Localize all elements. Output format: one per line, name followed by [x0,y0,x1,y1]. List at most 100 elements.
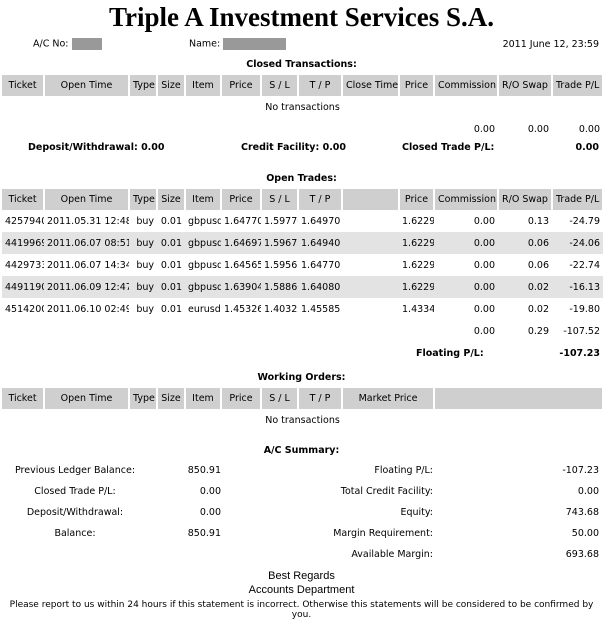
closed-total-commission: 0.00 [473,123,495,135]
column-header: Price [221,189,262,210]
cell: 0.01 [157,232,185,254]
cell: 4491190 [2,276,44,298]
cell: 0.01 [160,303,182,315]
summary-label: Available Margin: [351,549,433,560]
summary-label: Margin Requirement: [333,528,433,539]
cell: 1.64940 [298,232,342,254]
column-header: Price [221,75,262,96]
cell: 4429733 [5,259,44,271]
cell: buy [136,215,154,227]
credit-facility: Credit Facility: 0.00 [241,142,347,153]
column-header: S / L [261,388,299,409]
cell: 1.43346 [402,303,434,315]
accounts-department: Accounts Department [248,584,355,596]
cell: -24.06 [552,232,603,254]
best-regards: Best Regards [268,570,335,582]
column-header: Item [185,75,222,96]
cell: 1.64565 [224,259,261,271]
cell: buy [136,303,154,315]
cell: 0.01 [157,276,185,298]
cell: 2011.06.07 08:51 [44,232,129,254]
cell: 1.63904 [221,276,261,298]
summary-label: Floating P/L: [374,465,433,476]
cell: 4514200 [5,303,44,315]
cell: 0.01 [160,215,182,227]
summary-value: 850.91 [187,528,221,539]
floating-pl-label: Floating P/L: [416,347,484,359]
table-row: 4257940 2011.05.31 12:48 buy 0.01 gbpusd 1.64… [2,210,603,232]
cell [342,254,399,276]
column-header: Trade P/L [552,189,603,210]
column-header: Close Time [342,75,400,96]
summary-value: -107.23 [562,465,599,476]
cell: 1.64770 [224,215,261,227]
cell: 1.62291 [402,259,434,271]
cell: 0.06 [527,259,549,271]
closed-pl-label: Closed Trade P/L: [402,142,495,153]
table-row: 4429733 2011.06.07 14:34 buy 0.01 gbpusd 1.64… [2,254,603,276]
cell: 1.62291 [399,276,434,298]
working-heading: Working Orders: [257,372,346,383]
cell: eurusd [188,303,221,315]
column-header: Size [157,189,186,210]
cell [342,232,399,254]
column-header: S / L [261,189,299,210]
column-header: Ticket [2,388,45,409]
column-header: T / P [298,189,343,210]
column-header: T / P [298,75,343,96]
cell: 0.13 [527,215,549,227]
column-header: Size [157,75,186,96]
column-header: S / L [261,75,299,96]
cell: gbpusd [185,276,221,298]
column-header [342,189,400,210]
cell: 1.40322 [264,303,298,315]
summary-value: 0.00 [577,486,599,497]
cell: -19.80 [569,303,600,315]
cell: 1.64770 [301,259,341,271]
cell [342,276,399,298]
cell: buy [129,276,157,298]
summary-label: Total Credit Facility: [340,486,433,497]
redacted-name [223,38,287,50]
summary-value: 743.68 [565,507,599,518]
cell: 2011.05.31 12:48 [47,215,129,227]
cell: 1.62291 [402,215,434,227]
working-empty: No transactions [265,414,340,426]
cell: 0.02 [498,276,552,298]
cell: 1.64970 [301,215,341,227]
cell: 0.00 [473,259,495,271]
column-header: Item [185,388,222,409]
summary-value: 50.00 [571,528,599,539]
column-header: T / P [298,388,343,409]
cell: gbpusd [188,215,221,227]
column-header: Commission [434,189,499,210]
ac-label: A/C No: [33,38,69,50]
cell: gbpusd [185,232,221,254]
column-header: Price [399,189,435,210]
column-header: Price [399,75,435,96]
cell: 1.59675 [261,232,298,254]
cell: 4419969 [2,232,44,254]
summary-label: Previous Ledger Balance: [14,465,136,476]
summary-value: 0.00 [199,507,221,518]
cell: 0.00 [473,215,495,227]
cell: 0.06 [498,232,552,254]
column-header: Type [129,75,158,96]
closed-total-swap: 0.00 [527,123,549,135]
cell: -16.13 [552,276,603,298]
cell: 2011.06.07 14:34 [47,259,129,271]
column-header: Size [157,388,186,409]
statement-date: 2011 June 12, 23:59 [502,39,599,50]
column-header: R/O Swap [498,189,553,210]
cell [342,298,399,320]
cell: 1.58866 [261,276,298,298]
cell: 1.64697 [221,232,261,254]
cell: 0.00 [434,276,498,298]
column-header: Market Price [342,388,436,409]
open-total-swap: 0.29 [527,325,549,337]
cell: 2011.06.10 02:49 [47,303,129,315]
cell: gbpusd [188,259,221,271]
